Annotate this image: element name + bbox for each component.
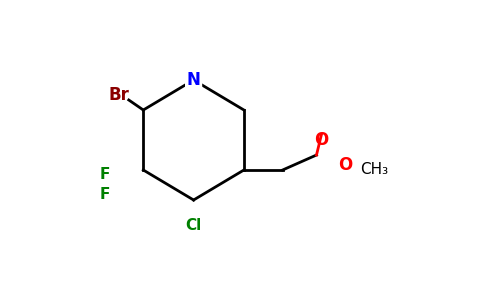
Text: F: F bbox=[99, 167, 110, 182]
Text: O: O bbox=[338, 156, 353, 174]
Text: Br: Br bbox=[109, 86, 130, 104]
Text: N: N bbox=[187, 71, 200, 89]
Text: F: F bbox=[99, 188, 110, 202]
Text: O: O bbox=[314, 131, 329, 149]
Text: CH₃: CH₃ bbox=[361, 163, 389, 178]
Text: Cl: Cl bbox=[185, 218, 202, 232]
